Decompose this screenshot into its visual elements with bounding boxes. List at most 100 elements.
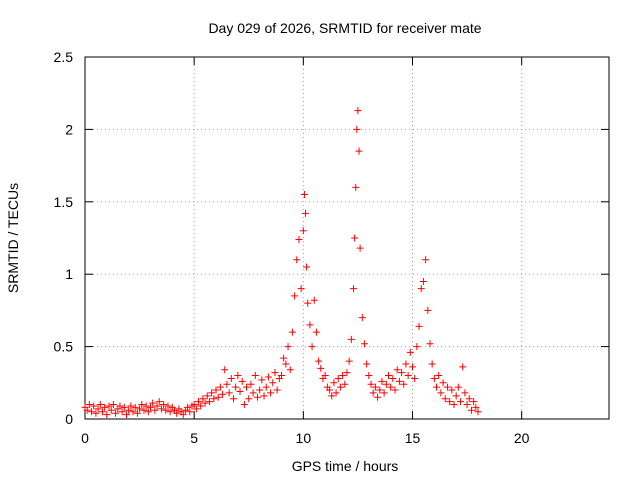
data-point [413, 343, 421, 351]
x-tick-label: 5 [190, 430, 198, 446]
data-point [457, 398, 465, 406]
data-point [201, 399, 209, 407]
data-point [147, 403, 154, 411]
data-point [96, 401, 104, 409]
data-point [278, 372, 285, 380]
data-point [284, 343, 292, 351]
data-point [199, 395, 207, 403]
data-point [118, 408, 126, 416]
data-point [426, 340, 434, 348]
data-point [107, 406, 115, 414]
data-point [273, 386, 281, 394]
x-tick-label: 10 [296, 430, 312, 446]
data-point [251, 372, 259, 380]
y-tick-label: 2 [65, 121, 73, 137]
data-point [439, 379, 447, 387]
data-point [360, 340, 368, 348]
data-point [116, 402, 124, 410]
data-point [472, 403, 480, 411]
data-point [437, 389, 445, 397]
data-point [90, 402, 98, 410]
data-point [467, 406, 475, 414]
data-point [162, 406, 170, 414]
data-point [317, 364, 325, 372]
data-point [352, 183, 360, 191]
data-point [85, 401, 93, 409]
data-point [435, 372, 443, 380]
data-point [347, 335, 355, 343]
data-point [122, 411, 130, 419]
data-point [358, 314, 366, 322]
data-point [459, 363, 467, 371]
data-point [398, 369, 406, 377]
data-point [332, 389, 340, 397]
data-point [387, 383, 395, 391]
y-axis-label: SRMTID / TECUs [5, 183, 21, 293]
data-point [310, 296, 318, 304]
data-point [160, 401, 168, 409]
data-point [236, 387, 244, 395]
data-point [184, 403, 192, 411]
data-point [131, 403, 139, 411]
data-point [312, 328, 320, 336]
plot-frame [84, 56, 610, 420]
data-point [328, 392, 336, 400]
data-point [470, 398, 478, 406]
data-point [297, 285, 305, 293]
data-point [280, 354, 288, 362]
data-point [245, 395, 253, 403]
data-point [422, 256, 430, 264]
data-point [155, 398, 163, 406]
data-point [409, 363, 416, 371]
data-point [249, 389, 257, 397]
data-point [395, 377, 403, 385]
data-point [136, 405, 144, 413]
data-point [446, 398, 454, 406]
data-point [354, 107, 362, 115]
data-point [306, 321, 314, 329]
data-point [282, 360, 290, 368]
data-point [411, 374, 419, 382]
data-point [232, 383, 240, 391]
data-point [463, 401, 471, 409]
data-point [267, 389, 275, 397]
data-point [98, 408, 106, 416]
data-point [256, 386, 264, 394]
data-point [264, 373, 272, 381]
data-point [378, 377, 386, 385]
y-tick-label: 1 [65, 266, 73, 282]
data-point [465, 395, 473, 403]
data-point [142, 402, 150, 410]
data-point [428, 360, 436, 368]
data-point [109, 401, 117, 409]
data-point [402, 360, 410, 368]
data-point [419, 277, 427, 285]
data-point [214, 393, 222, 401]
data-point [293, 256, 301, 264]
data-point [315, 357, 323, 365]
data-point [424, 306, 432, 314]
data-point [127, 402, 135, 410]
data-point [92, 409, 100, 417]
x-tick-label: 15 [405, 430, 421, 446]
data-point [345, 357, 353, 365]
data-point [295, 235, 303, 243]
data-point [223, 380, 231, 388]
data-point [430, 374, 438, 382]
data-point [341, 380, 349, 388]
data-point [365, 372, 373, 380]
data-point [166, 408, 174, 416]
data-point [371, 383, 379, 391]
data-point [343, 369, 351, 377]
data-point [260, 392, 268, 400]
data-point [351, 234, 359, 242]
data-point [308, 343, 316, 351]
data-point [210, 395, 218, 403]
x-tick-label: 20 [514, 430, 530, 446]
data-point [212, 386, 220, 394]
data-layer [81, 107, 482, 419]
data-point [101, 403, 109, 411]
data-point [303, 263, 311, 271]
data-point [186, 408, 194, 416]
